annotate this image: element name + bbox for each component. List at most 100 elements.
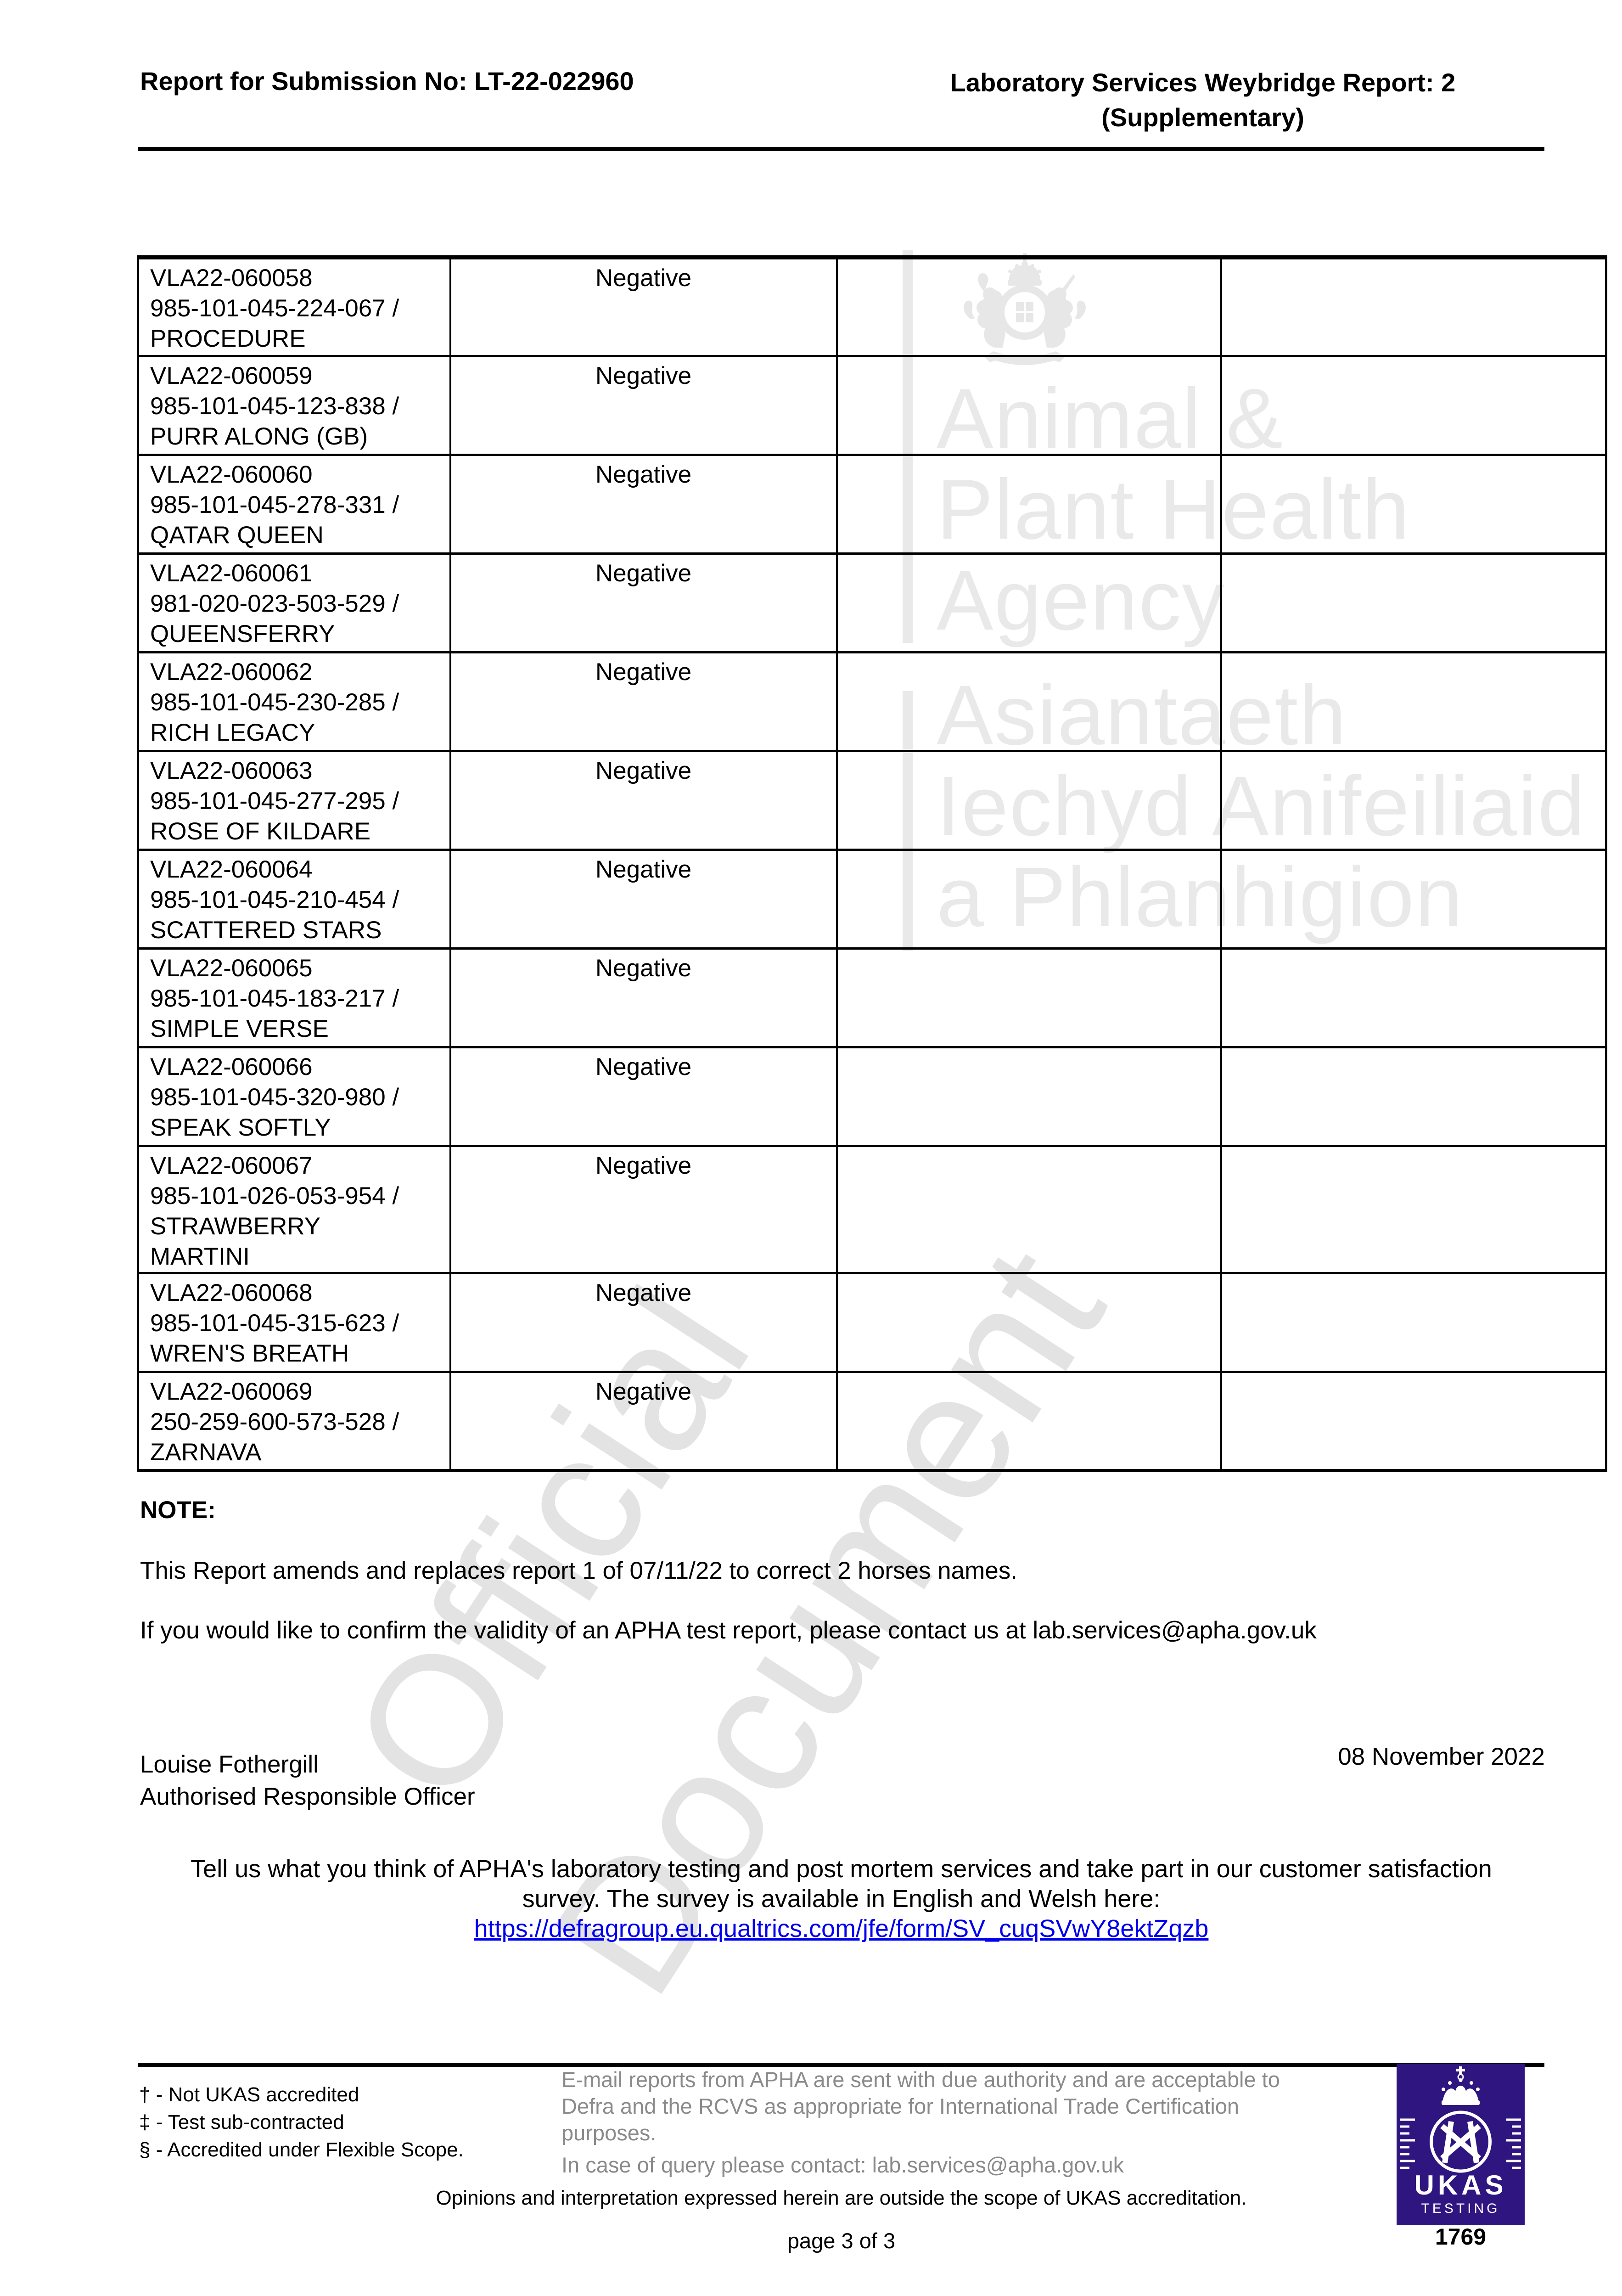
report-title-line2: (Supplementary) [1101,103,1304,132]
sample-id-cell: VLA22-060059 985-101-045-123-838 / PURR AL… [137,355,451,456]
result-cell: Negative [449,552,838,653]
empty-cell [1220,947,1607,1048]
sample-id-line: VLA22-060058 [150,264,313,292]
empty-cell [836,750,1222,851]
sample-id-line: 985-101-045-315-623 / [150,1310,399,1337]
sample-id-line: 985-101-026-053-954 / [150,1182,399,1210]
empty-cell [836,256,1222,357]
sample-id-line: PURR ALONG (GB) [150,423,368,450]
empty-cell [836,1145,1222,1274]
email-note-line1: E-mail reports from APHA are sent with d… [561,2067,1280,2092]
empty-cell [836,454,1222,555]
accreditation-notes: † - Not UKAS accredited ‡ - Test sub-con… [139,2081,464,2164]
sample-id-line: VLA22-060061 [150,560,313,587]
results-table: VLA22-060058 985-101-045-224-067 / PROCEDU… [137,255,1607,1472]
empty-cell [1220,552,1607,653]
table-row: VLA22-060065 985-101-045-183-217 / SIMPLE … [137,947,1607,1048]
table-row: VLA22-060068 985-101-045-315-623 / WREN'S … [137,1272,1607,1373]
sample-id-line: VLA22-060064 [150,856,313,883]
result-cell: Negative [449,454,838,555]
signatory-role: Authorised Responsible Officer [140,1783,475,1810]
empty-cell [1220,1272,1607,1373]
survey-link[interactable]: https://defragroup.eu.qualtrics.com/jfe/… [474,1915,1209,1942]
footer-rule [138,2063,1544,2067]
sample-id-line: RICH LEGACY [150,719,315,746]
sample-id-line: 985-101-045-320-980 / [150,1084,399,1111]
empty-cell [1220,1371,1607,1472]
signature-block: Louise Fothergill Authorised Responsible… [140,1749,475,1813]
sample-id-line: VLA22-060066 [150,1053,313,1080]
validity-paragraph: If you would like to confirm the validit… [140,1617,1317,1644]
sample-id-cell: VLA22-060066 985-101-045-320-980 / SPEAK S… [137,1046,451,1147]
survey-text-line2: survey. The survey is available in Engli… [522,1885,1161,1913]
sample-id-line: VLA22-060069 [150,1378,313,1405]
query-contact-line: In case of query please contact: lab.ser… [561,2153,1124,2177]
table-row: VLA22-060061 981-020-023-503-529 / QUEENSF… [137,552,1607,653]
table-row: VLA22-060067 985-101-026-053-954 / STRAWBE… [137,1145,1607,1274]
result-cell: Negative [449,947,838,1048]
result-cell: Negative [449,750,838,851]
empty-cell [836,355,1222,456]
accreditation-note-dagger: † - Not UKAS accredited [139,2083,359,2106]
sample-id-line: PROCEDURE [150,325,306,352]
sample-id-line: SIMPLE VERSE [150,1015,329,1042]
sample-id-line: 985-101-045-183-217 / [150,985,399,1012]
report-date: 08 November 2022 [1338,1743,1545,1770]
sample-id-line: QATAR QUEEN [150,522,324,549]
sample-id-line: ROSE OF KILDARE [150,818,371,845]
table-row: VLA22-060069 250-259-600-573-528 / ZARNAVA… [137,1371,1607,1472]
ukas-accreditation-number: 1769 [1435,2224,1487,2250]
sample-id-cell: VLA22-060062 985-101-045-230-285 / RICH LE… [137,651,451,752]
sample-id-line: VLA22-060059 [150,362,313,389]
empty-cell [1220,849,1607,950]
sample-id-line: QUEENSFERRY [150,620,335,647]
survey-text-line1: Tell us what you think of APHA's laborat… [191,1855,1492,1883]
ukas-ruler-ticks [1400,2118,1521,2169]
sample-id-line: VLA22-060062 [150,658,313,686]
ukas-symbol-icon [1430,2110,1492,2173]
sample-id-line: VLA22-060065 [150,955,313,982]
empty-cell [1220,651,1607,752]
sample-id-cell: VLA22-060068 985-101-045-315-623 / WREN'S … [137,1272,451,1373]
empty-cell [836,1046,1222,1147]
report-title-line1: Laboratory Services Weybridge Report: 2 [950,68,1456,97]
empty-cell [836,849,1222,950]
sample-id-line: SCATTERED STARS [150,917,382,944]
ukas-type-label: TESTING [1421,2201,1500,2216]
sample-id-line: 985-101-045-230-285 / [150,689,399,716]
empty-cell [1220,355,1607,456]
email-note-line2: Defra and the RCVS as appropriate for In… [561,2094,1240,2118]
result-cell: Negative [449,355,838,456]
result-cell: Negative [449,1272,838,1373]
opinions-disclaimer: Opinions and interpretation expressed he… [436,2187,1247,2209]
sample-id-line: 985-101-045-210-454 / [150,886,399,913]
table-row: VLA22-060066 985-101-045-320-980 / SPEAK S… [137,1046,1607,1147]
result-cell: Negative [449,1371,838,1472]
sample-id-line: ZARNAVA [150,1439,262,1466]
empty-cell [836,1272,1222,1373]
sample-id-cell: VLA22-060069 250-259-600-573-528 / ZARNAVA [137,1371,451,1472]
signatory-name: Louise Fothergill [140,1751,319,1778]
sample-id-line: MARTINI [150,1243,250,1270]
sample-id-cell: VLA22-060063 985-101-045-277-295 / ROSE OF… [137,750,451,851]
sample-id-cell: VLA22-060064 985-101-045-210-454 / SCATTER… [137,849,451,950]
sample-id-line: STRAWBERRY [150,1213,321,1240]
sample-id-cell: VLA22-060065 985-101-045-183-217 / SIMPLE … [137,947,451,1048]
report-title: Laboratory Services Weybridge Report: 2 … [895,65,1510,135]
table-row: VLA22-060058 985-101-045-224-067 / PROCEDU… [137,256,1607,357]
empty-cell [836,947,1222,1048]
sample-id-cell: VLA22-060060 985-101-045-278-331 / QATAR Q… [137,454,451,555]
email-note-line3: purposes. [561,2121,657,2145]
sample-id-cell: VLA22-060061 981-020-023-503-529 / QUEENSF… [137,552,451,653]
email-authority-note: E-mail reports from APHA are sent with d… [561,2066,1374,2178]
sample-id-line: 985-101-045-123-838 / [150,393,399,420]
empty-cell [836,1371,1222,1472]
empty-cell [836,552,1222,653]
sample-id-line: 250-259-600-573-528 / [150,1408,399,1435]
page-indicator: page 3 of 3 [787,2228,896,2253]
result-cell: Negative [449,849,838,950]
sample-id-line: 985-101-045-277-295 / [150,788,399,815]
accreditation-note-ddagger: ‡ - Test sub-contracted [139,2111,344,2133]
ukas-crown-icon [1442,2066,1480,2105]
